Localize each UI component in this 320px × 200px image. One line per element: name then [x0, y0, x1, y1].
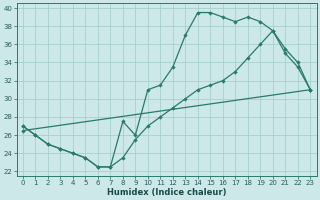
X-axis label: Humidex (Indice chaleur): Humidex (Indice chaleur) [107, 188, 226, 197]
